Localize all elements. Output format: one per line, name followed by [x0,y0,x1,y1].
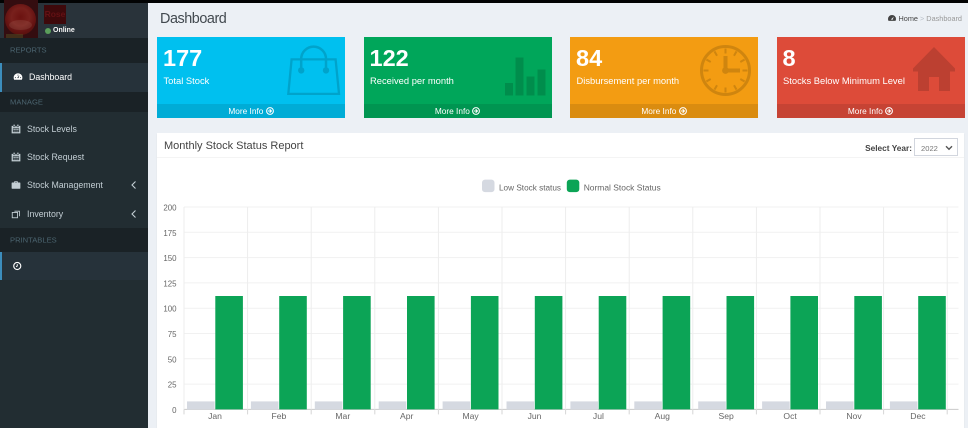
svg-text:0: 0 [172,406,177,415]
svg-text:25: 25 [168,381,177,390]
svg-text:Jul: Jul [593,411,604,421]
svg-text:Jun: Jun [528,411,542,421]
svg-text:May: May [462,411,479,421]
svg-text:Jan: Jan [208,411,222,421]
svg-text:175: 175 [163,229,177,238]
svg-text:150: 150 [163,254,177,263]
svg-text:50: 50 [168,355,177,364]
svg-text:Low Stock status: Low Stock status [499,183,562,193]
svg-text:Feb: Feb [271,411,286,421]
svg-text:Normal Stock Status: Normal Stock Status [584,183,662,193]
svg-text:Nov: Nov [846,411,862,421]
svg-text:125: 125 [163,279,177,288]
svg-text:100: 100 [163,305,177,314]
svg-text:Dec: Dec [910,411,926,421]
svg-text:200: 200 [163,204,177,213]
svg-text:75: 75 [168,330,177,339]
svg-text:Aug: Aug [655,411,671,421]
svg-text:Mar: Mar [335,411,350,421]
svg-text:Oct: Oct [783,411,797,421]
svg-text:Apr: Apr [400,411,414,421]
svg-text:Sep: Sep [719,411,735,421]
